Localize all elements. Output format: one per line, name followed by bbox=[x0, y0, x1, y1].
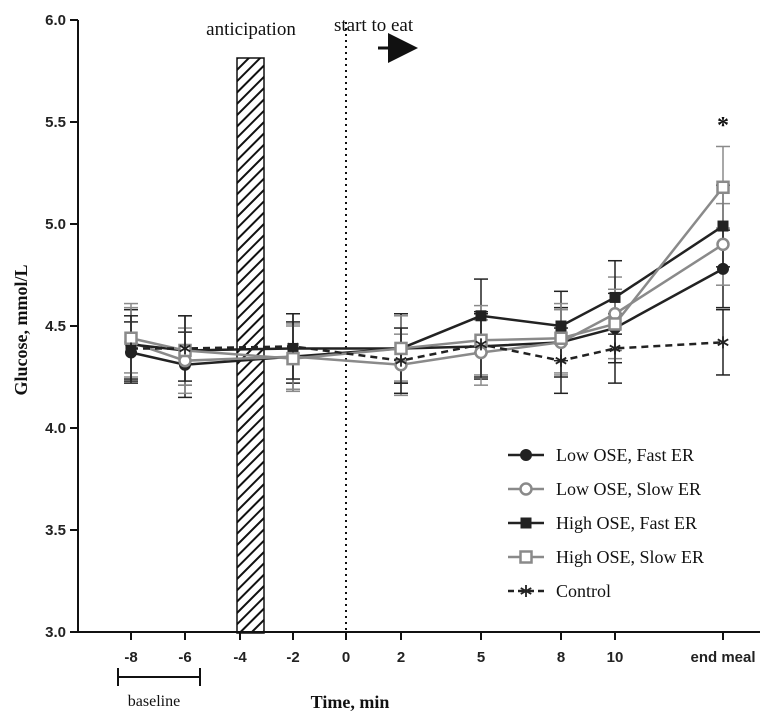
legend-marker bbox=[519, 482, 533, 496]
legend-label: High OSE, Fast ER bbox=[556, 513, 697, 533]
x-tick-label: 5 bbox=[477, 649, 485, 666]
y-tick-label: 5.5 bbox=[45, 114, 66, 131]
series-line bbox=[131, 341, 724, 362]
series-line bbox=[130, 243, 724, 367]
data-point bbox=[179, 342, 191, 355]
data-point bbox=[554, 331, 568, 345]
series-markers bbox=[124, 180, 730, 372]
data-point bbox=[716, 237, 730, 252]
data-point bbox=[475, 310, 487, 322]
data-point bbox=[717, 336, 729, 349]
start-to-eat-label: start to eat bbox=[334, 15, 414, 36]
data-point bbox=[608, 317, 622, 331]
y-axis-title: Glucose, mmol/L bbox=[11, 265, 31, 396]
data-point bbox=[555, 320, 567, 332]
x-tick-label: 0 bbox=[342, 649, 350, 666]
data-point bbox=[124, 331, 138, 345]
y-tick-label: 3.0 bbox=[45, 624, 66, 641]
x-tick-label: 2 bbox=[397, 649, 405, 666]
series-line bbox=[130, 224, 724, 352]
legend: Low OSE, Fast ER Low OSE, Slow ER High OSE… bbox=[508, 445, 704, 601]
x-tick-label: -8 bbox=[124, 649, 137, 666]
legend-marker bbox=[520, 449, 532, 461]
x-tick-label: -6 bbox=[178, 649, 191, 666]
significance-asterisk: * bbox=[717, 113, 729, 139]
legend-item: High OSE, Fast ER bbox=[508, 513, 697, 533]
data-point bbox=[609, 291, 621, 303]
legend-item: Low OSE, Fast ER bbox=[508, 445, 694, 465]
data-point bbox=[286, 351, 300, 366]
data-point bbox=[125, 342, 137, 355]
series-line bbox=[130, 186, 724, 360]
series-lines bbox=[130, 186, 724, 367]
legend-marker bbox=[520, 517, 532, 529]
y-tick-label: 4.5 bbox=[45, 318, 66, 335]
legend-item: Control bbox=[508, 581, 611, 601]
data-point bbox=[609, 342, 621, 355]
legend-label: Low OSE, Fast ER bbox=[556, 445, 694, 465]
legend-marker bbox=[520, 585, 532, 597]
data-point bbox=[555, 354, 567, 367]
x-tick-label: 8 bbox=[557, 649, 565, 666]
data-point bbox=[475, 338, 487, 351]
data-point bbox=[395, 354, 407, 367]
legend-item: High OSE, Slow ER bbox=[508, 547, 704, 567]
y-tick-label: 5.0 bbox=[45, 216, 66, 233]
data-point bbox=[394, 341, 408, 356]
legend-label: High OSE, Slow ER bbox=[556, 547, 704, 567]
x-tick-label: -2 bbox=[286, 649, 299, 666]
x-tick-label: -4 bbox=[233, 649, 247, 666]
x-axis-title: Time, min bbox=[311, 692, 390, 712]
x-tick-label: end meal bbox=[690, 649, 755, 666]
data-point bbox=[287, 340, 299, 353]
data-point bbox=[717, 262, 729, 275]
y-tick-label: 3.5 bbox=[45, 522, 66, 539]
legend-label: Control bbox=[556, 581, 611, 601]
anticipation-band bbox=[236, 57, 265, 634]
anticipation-label: anticipation bbox=[206, 19, 296, 40]
series-line bbox=[130, 267, 724, 367]
axes: 3.0 3.5 4.0 4.5 5.0 5.5 6.0 -8 -6 -4 -2 0 2 5 8 10 end m… bbox=[45, 12, 760, 666]
y-tick-label: 6.0 bbox=[45, 12, 66, 29]
legend-marker bbox=[519, 550, 533, 564]
legend-label: Low OSE, Slow ER bbox=[556, 479, 701, 499]
baseline-label: baseline bbox=[128, 693, 180, 710]
legend-item: Low OSE, Slow ER bbox=[508, 479, 701, 499]
data-point bbox=[717, 220, 729, 232]
data-point bbox=[716, 180, 730, 195]
y-tick-label: 4.0 bbox=[45, 420, 66, 437]
x-tick-label: 10 bbox=[607, 649, 624, 666]
